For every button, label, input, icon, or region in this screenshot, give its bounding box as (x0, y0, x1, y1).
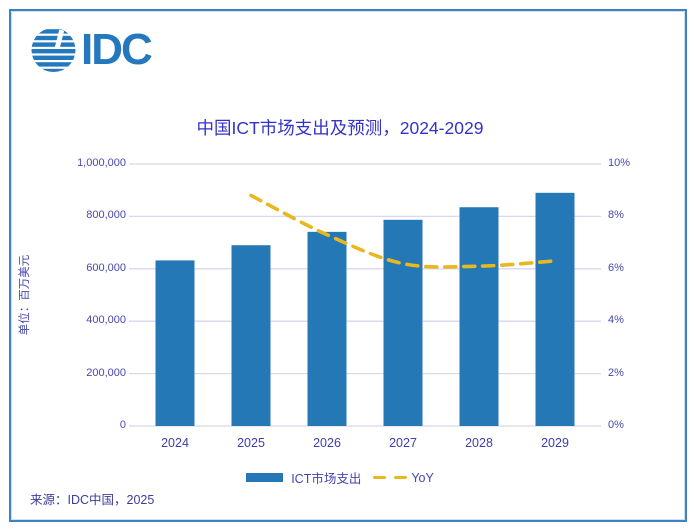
idc-globe-icon (31, 29, 76, 72)
legend-item-bar: ICT市场支出 (246, 468, 361, 487)
left-axis-tick-4: 800,000 (86, 209, 126, 222)
left-axis-tick-5: 1,000,000 (77, 157, 126, 169)
right-axis-tick-5: 10% (608, 157, 631, 169)
x-tick-2027: 2027 (389, 436, 417, 450)
right-axis-tick-3: 6% (608, 261, 624, 274)
bar-2026 (307, 231, 347, 426)
idc-logo: IDC (30, 24, 153, 74)
idc-logo-text: IDC (81, 24, 153, 74)
x-tick-2025: 2025 (237, 436, 265, 450)
chart-title: 中国ICT市场支出及预测，2024-2029 (196, 118, 484, 138)
bar-2025 (231, 245, 271, 426)
x-tick-2028: 2028 (465, 436, 493, 450)
left-axis-tick-2: 400,000 (86, 314, 126, 327)
yoy-line (249, 193, 557, 269)
bar-series-swatch (246, 473, 284, 482)
yoy-dash-icon (373, 475, 387, 480)
x-tick-2029: 2029 (541, 436, 569, 450)
left-axis-tick-1: 200,000 (86, 366, 126, 379)
right-axis-tick-1: 2% (608, 366, 624, 379)
x-tick-2024: 2024 (161, 436, 189, 450)
bar-2028 (459, 207, 499, 426)
source-note: 来源：IDC中国，2025 (30, 493, 155, 507)
legend: ICT市场支出 YoY (0, 468, 680, 487)
left-axis-tick-3: 600,000 (86, 261, 126, 274)
right-axis-tick-0: 0% (608, 419, 624, 431)
yoy-dash-icon (394, 475, 408, 480)
y-axis-title: 单位：百万美元 (19, 254, 31, 336)
bar-series-label: ICT市场支出 (291, 472, 362, 486)
legend-item-line: YoY (373, 470, 434, 485)
x-tick-2026: 2026 (313, 436, 341, 450)
right-axis-tick-2: 4% (608, 314, 624, 327)
bar-2027 (383, 219, 423, 426)
right-axis-tick-4: 8% (608, 209, 624, 222)
bar-2029 (535, 192, 575, 426)
line-series-swatch (373, 475, 408, 480)
bar-2024 (155, 260, 195, 426)
line-series-label: YoY (411, 470, 434, 485)
plot-area (129, 163, 601, 427)
left-axis-tick-0: 0 (119, 419, 126, 431)
